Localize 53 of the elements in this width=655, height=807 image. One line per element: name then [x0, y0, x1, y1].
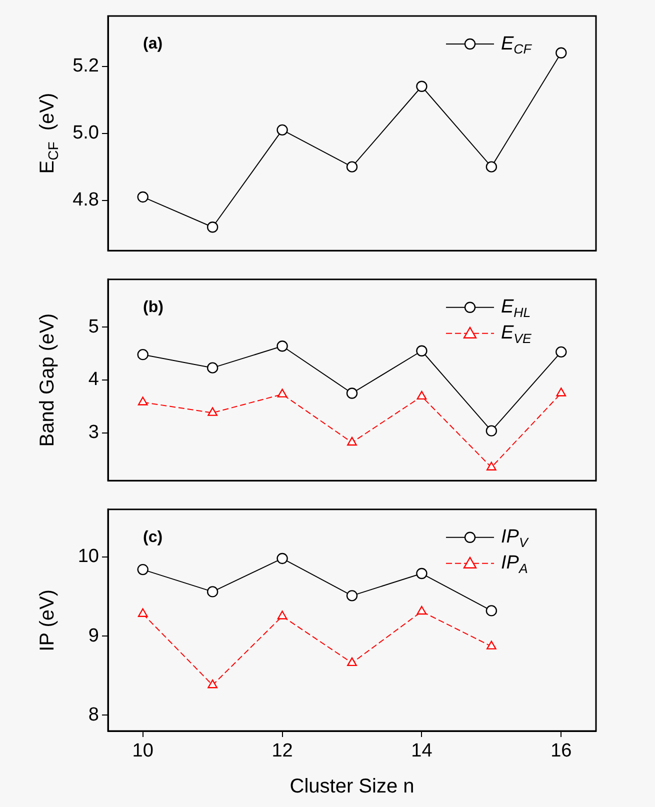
point — [347, 657, 357, 666]
point — [208, 407, 218, 416]
y-tick-label: 3 — [88, 422, 99, 444]
point — [486, 640, 496, 650]
point — [486, 462, 496, 470]
y-tick-label: 4.8 — [72, 190, 99, 211]
point — [206, 586, 218, 598]
y-tick-label: 4 — [88, 369, 100, 390]
point — [556, 346, 567, 358]
annotation: (b) — [143, 298, 164, 316]
point — [556, 388, 566, 396]
point — [556, 47, 567, 58]
x-tick-label: 16 — [550, 740, 572, 762]
point — [416, 568, 428, 580]
point — [486, 425, 498, 436]
annotation: (a) — [143, 35, 163, 52]
point — [138, 608, 148, 617]
y-tick-label: 10 — [78, 546, 99, 568]
point — [137, 348, 148, 360]
point — [486, 161, 498, 172]
y-axis-title: Band Gap (eV) — [36, 313, 59, 447]
point — [416, 390, 427, 400]
point — [276, 552, 288, 564]
point — [138, 396, 148, 406]
point — [416, 80, 428, 92]
point — [346, 388, 358, 399]
x-axis-title: Cluster Size n — [290, 776, 414, 798]
y-tick-label: 5 — [88, 316, 99, 338]
x-tick-label: 12 — [272, 740, 293, 762]
y-tick-label: 5.2 — [72, 56, 99, 77]
point — [346, 161, 358, 172]
y-axis-title: IP (eV) — [36, 589, 59, 652]
annotation: (c) — [143, 528, 163, 546]
y-axis-title: ECF (eV) — [36, 92, 61, 174]
x-tick-label: 10 — [132, 740, 154, 762]
y-tick-label: 9 — [88, 625, 99, 646]
x-tick-label: 14 — [411, 740, 433, 762]
point — [208, 679, 218, 688]
point — [347, 436, 357, 446]
point — [137, 564, 148, 576]
point — [276, 124, 288, 136]
point — [346, 590, 358, 602]
y-tick-label: 8 — [88, 704, 99, 726]
point — [416, 345, 428, 356]
point — [206, 362, 218, 374]
y-tick-label: 5.0 — [72, 122, 99, 144]
point — [277, 388, 288, 398]
point — [276, 340, 288, 352]
point — [416, 606, 427, 615]
point — [277, 610, 288, 620]
point — [206, 222, 218, 233]
point — [486, 605, 498, 616]
point — [137, 191, 148, 203]
